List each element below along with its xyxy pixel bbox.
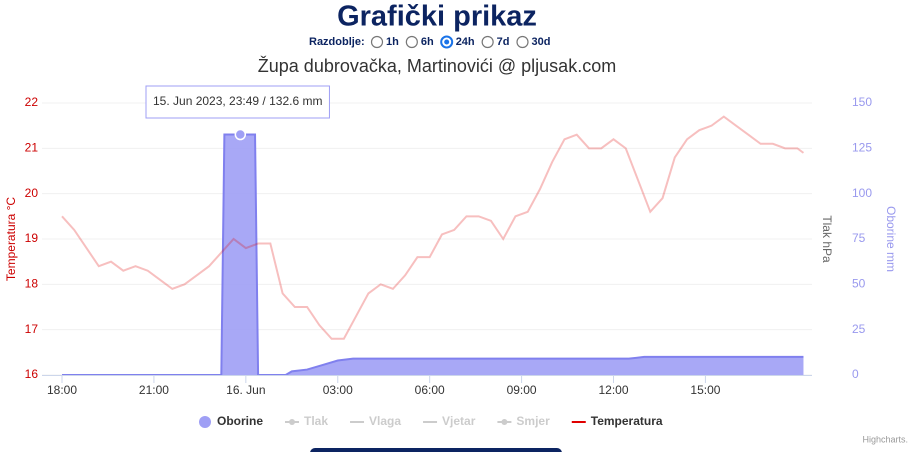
x-tick-label: 03:00 — [323, 383, 353, 397]
legend-label[interactable]: Tlak — [304, 414, 328, 428]
y-tick-label: 16 — [25, 367, 39, 381]
legend-symbol — [199, 416, 211, 428]
radio-label[interactable]: 7d — [497, 36, 510, 48]
area-fill — [62, 134, 804, 375]
y2-tick-label: 150 — [852, 95, 872, 109]
radio-label[interactable]: 6h — [421, 36, 434, 48]
y2-tick-label: 100 — [852, 186, 872, 200]
hover-marker — [234, 128, 247, 141]
legend-marker — [289, 419, 296, 425]
x-tick-label: 06:00 — [415, 383, 445, 397]
x-tick-label: 18:00 — [47, 383, 77, 397]
area-line — [62, 133, 804, 376]
y-tick-label: 17 — [25, 322, 39, 336]
bottom-bar — [310, 448, 562, 452]
y-tick-label: 21 — [25, 141, 39, 155]
y2-tick-label: 75 — [852, 231, 866, 245]
radio-button[interactable] — [370, 35, 384, 49]
tooltip-text: 15. Jun 2023, 23:49 / 132.6 mm — [153, 94, 322, 108]
radio-button[interactable] — [516, 35, 529, 49]
x-tick-label: 16. Jun — [226, 383, 265, 397]
y2-tick-label: 25 — [852, 322, 866, 336]
x-tick-label: 09:00 — [507, 383, 537, 397]
period-label: Razdoblje: — [309, 36, 365, 48]
credits: Highcharts. — [862, 434, 908, 444]
y2-axis-title: Oborine mm — [884, 206, 898, 272]
legend-label[interactable]: Vjetar — [442, 414, 476, 428]
y-axis-title: Temperatura °C — [4, 197, 18, 281]
tooltip-box — [145, 85, 330, 119]
x-tick-label: 21:00 — [139, 383, 169, 397]
legend-label[interactable]: Vlaga — [369, 414, 401, 428]
radio-label[interactable]: 1h — [386, 36, 399, 48]
x-tick-label: 15:00 — [690, 383, 720, 397]
y2-tick-label: 0 — [852, 367, 859, 381]
legend-marker — [501, 419, 508, 425]
legend-label[interactable]: Smjer — [516, 414, 550, 428]
page-title: Grafički prikaz — [337, 1, 537, 33]
y-tick-label: 19 — [25, 231, 39, 245]
y3-axis-title: Tlak hPa — [820, 215, 834, 263]
radio-button[interactable] — [405, 35, 418, 49]
y2-tick-label: 50 — [852, 277, 866, 291]
y2-tick-label: 125 — [852, 141, 872, 155]
radio-label[interactable]: 30d — [532, 36, 551, 48]
radio-dot — [444, 39, 450, 45]
y-tick-label: 20 — [25, 186, 39, 200]
legend-label[interactable]: Temperatura — [591, 414, 663, 428]
y-tick-label: 22 — [25, 95, 39, 109]
radio-label[interactable]: 24h — [456, 36, 475, 48]
legend-label[interactable]: Oborine — [217, 414, 263, 428]
chart-subtitle: Župa dubrovačka, Martinovići @ pljusak.c… — [258, 56, 616, 76]
y-tick-label: 18 — [25, 277, 39, 291]
line — [61, 115, 805, 340]
radio-button[interactable] — [481, 35, 494, 49]
x-tick-label: 12:00 — [598, 383, 628, 397]
